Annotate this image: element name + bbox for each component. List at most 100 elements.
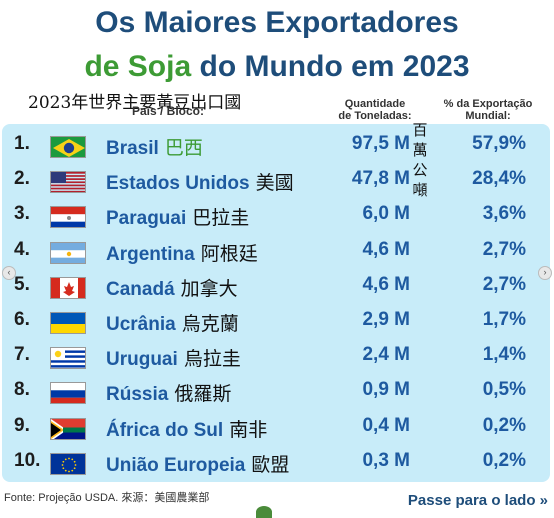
country-name-zh: 阿根廷 [194,242,258,265]
percent-value: 57,9% [472,133,526,154]
quantity-header-line2: de Toneladas: [338,110,412,122]
country-name: Brasil 巴西 [106,133,203,160]
country-name: Estados Unidos 美國 [106,168,294,195]
table-row: 9. África do Sul 南非 0,4 M 0,2% [2,410,550,444]
percent-value: 2,7% [482,273,526,295]
double-chevron-right-icon: » [539,492,548,509]
quantity-value: 4,6 M [362,238,410,260]
title-rest: do Mundo em 2023 [191,50,470,83]
rank-number: 9. [14,414,30,436]
country-name-pt: Uruguai [106,349,178,371]
percent-value: 1,7% [482,309,526,330]
country-name: União Europeia 歐盟 [106,450,289,477]
percent-value: 0,5% [482,379,526,401]
rank-number: 6. [14,309,30,330]
percent-value: 2,7% [482,238,526,260]
country-name-pt: África do Sul [106,419,224,441]
quantity-value: 97,5 M [351,133,410,154]
quantity-value: 47,8 M [351,168,410,190]
country-name: Canadá 加拿大 [106,274,238,301]
table-row: 6. Ucrânia 烏克蘭 2,9 M 1,7% [2,304,550,338]
country-name: Ucrânia 烏克蘭 [106,309,239,336]
title-highlight: de Soja [84,50,192,83]
percent-value: 1,4% [482,344,526,366]
country-name: Uruguai 烏拉圭 [106,344,241,371]
quantity-value: 0,4 M [362,414,410,436]
percent-value: 0,2% [482,414,526,436]
country-name-zh: 俄羅斯 [168,383,232,406]
carousel-prev-icon[interactable]: ‹ [2,266,16,280]
source-note: Fonte: Projeção USDA. 來源：美國農業部 [4,492,210,504]
country-name-pt: Argentina [106,243,195,265]
country-name-pt: União Europeia [106,454,246,476]
percent-value: 28,4% [472,168,526,190]
quantity-value: 2,9 M [362,309,410,330]
title-line-1: Os Maiores Exportadores [95,6,459,39]
brazil-flag-icon [50,136,86,158]
chinese-subtitle: 2023年世界主要黃豆出口國 [28,93,242,113]
quantity-value: 4,6 M [362,273,410,295]
country-name-zh: 烏克蘭 [175,313,239,335]
percent-header-line1: % da Exportação [443,98,533,110]
usa-flag-icon [50,171,86,194]
table-row: 4. Argentina 阿根廷 4,6 M 2,7% [2,234,550,268]
carousel-next-icon[interactable]: › [538,266,552,280]
country-name: Paraguai 巴拉圭 [106,203,249,230]
rank-number: 5. [14,273,30,295]
country-name-pt: Ucrânia [106,314,176,335]
column-header-quantity: Quantidade de Toneladas: [330,98,420,122]
table-row: 10. União Europeia 歐盟 0,3 M 0,2% [2,445,550,479]
country-name-zh: 加拿大 [174,277,238,300]
table-row: 5. Canadá 加拿大 4,6 M 2,7% [2,269,550,303]
table-row: 2. Estados Unidos 美國 47,8 M 28,4% [2,163,550,197]
ukraine-flag-icon [50,312,86,334]
country-name-pt: Canadá [106,278,175,300]
title-line-2: de Soja do Mundo em 2023 [0,50,554,84]
quantity-header-line1: Quantidade [344,98,406,110]
rank-number: 2. [14,168,30,190]
argentina-flag-icon [50,241,86,264]
country-name-pt: Rússia [106,384,169,406]
soy-sprout-icon [256,506,272,518]
country-name-zh: 巴西 [158,137,203,159]
percent-value: 3,6% [482,203,526,225]
country-name-pt: Paraguai [106,208,187,230]
country-name-zh: 歐盟 [245,453,290,476]
country-name: Argentina 阿根廷 [106,239,258,266]
eu-flag-icon [50,452,86,475]
rank-number: 3. [14,203,30,225]
table-row: 8. Rússia 俄羅斯 0,9 M 0,5% [2,374,550,408]
country-name: África do Sul 南非 [106,415,267,442]
country-name: Rússia 俄羅斯 [106,379,231,406]
rank-number: 8. [14,379,30,401]
unit-annotation: 百萬公噸 [412,121,428,199]
quantity-value: 2,4 M [362,344,410,366]
percent-value: 0,2% [482,449,526,471]
percent-header-line2: Mundial: [465,110,511,122]
country-name-pt: Brasil [106,138,159,159]
column-header-country: País / Bloco: [131,104,205,118]
swipe-next-label: Passe para o lado [407,492,536,509]
rank-number: 4. [14,238,30,260]
rank-number: 10. [14,449,41,471]
quantity-value: 0,3 M [362,449,410,471]
quantity-value: 0,9 M [362,379,410,401]
table-row: 7. Uruguai 烏拉圭 2,4 M 1,4% [2,339,550,373]
exporters-table: 1. Brasil 巴西 97,5 M 57,9% 2. Estados Unidos 美… [2,124,550,482]
column-header-percent: % da Exportação Mundial: [438,98,538,122]
table-row: 3. Paraguai 巴拉圭 6,0 M 3,6% [2,198,550,232]
canada-flag-icon [50,276,86,299]
country-name-zh: 巴拉圭 [186,207,250,230]
quantity-value: 6,0 M [362,203,410,225]
swipe-next-link[interactable]: Passe para o lado » [408,492,548,509]
country-name-pt: Estados Unidos [106,173,250,195]
russia-flag-icon [50,382,86,405]
paraguay-flag-icon [50,206,86,229]
table-row: 1. Brasil 巴西 97,5 M 57,9% [2,128,550,162]
country-name-zh: 南非 [223,418,268,441]
south-africa-flag-icon [50,417,86,440]
rank-number: 7. [14,344,30,366]
uruguay-flag-icon [50,347,86,370]
country-name-zh: 烏拉圭 [177,348,241,371]
country-name-zh: 美國 [249,172,294,195]
